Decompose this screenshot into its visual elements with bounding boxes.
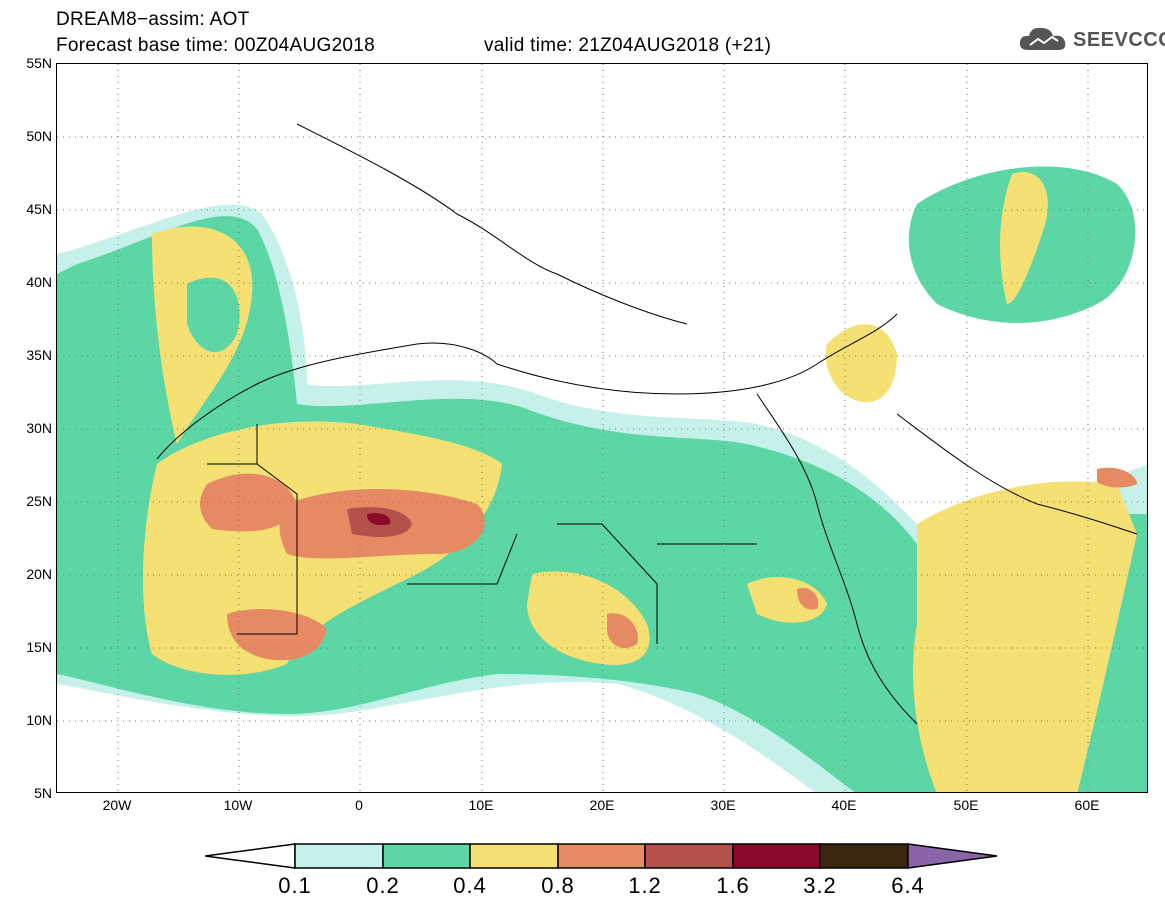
- lat-label: 55N: [26, 55, 52, 71]
- colorbar-label: 0.8: [541, 873, 575, 898]
- aot-map: [56, 63, 1148, 793]
- colorbar-swatch: [469, 843, 559, 869]
- lon-label: 60E: [1074, 797, 1100, 813]
- lat-label: 5N: [34, 785, 52, 801]
- colorbar-swatch: [294, 843, 384, 869]
- valid-time-label: valid time: 21Z04AUG2018 (+21): [484, 35, 772, 56]
- lat-label: 25N: [26, 493, 52, 509]
- colorbar-swatch: [557, 843, 646, 869]
- lon-label: 10E: [468, 797, 494, 813]
- lat-label: 45N: [26, 201, 52, 217]
- aot-contours: [57, 166, 1147, 792]
- lon-label: 30E: [710, 797, 736, 813]
- cloud-icon: [1019, 27, 1066, 50]
- seevccc-logo: SEEVCCC: [1018, 24, 1165, 54]
- country-boundaries: [156, 123, 1138, 725]
- title-line-1: DREAM8−assim: AOT: [56, 9, 250, 30]
- colorbar-label: 3.2: [803, 873, 837, 898]
- colorbar-over-arrow: [907, 843, 998, 869]
- lat-label: 40N: [26, 274, 52, 290]
- lon-label: 50E: [953, 797, 979, 813]
- lat-label: 50N: [26, 128, 52, 144]
- base-time-label: Forecast base time: 00Z04AUG2018: [56, 35, 376, 56]
- lat-label: 35N: [26, 347, 52, 363]
- lon-label: 20E: [589, 797, 615, 813]
- lat-label: 20N: [26, 566, 52, 582]
- lon-label: 20W: [102, 797, 132, 813]
- colorbar-label: 0.4: [453, 873, 487, 898]
- logo-text: SEEVCCC: [1073, 29, 1165, 51]
- graticule: [57, 64, 1147, 792]
- lon-label: 40E: [831, 797, 857, 813]
- colorbar-swatch: [732, 843, 821, 869]
- lon-label: 0: [355, 797, 363, 813]
- lon-label: 10W: [223, 797, 253, 813]
- colorbar-label: 1.6: [716, 873, 750, 898]
- colorbar: [205, 843, 998, 869]
- lat-label: 15N: [26, 639, 52, 655]
- colorbar-label: 6.4: [891, 873, 925, 898]
- colorbar-swatch: [382, 843, 471, 869]
- lat-label: 30N: [26, 420, 52, 436]
- colorbar-under-arrow: [205, 843, 296, 869]
- colorbar-label: 0.2: [366, 873, 400, 898]
- colorbar-swatch: [819, 843, 909, 869]
- colorbar-label: 0.1: [278, 873, 312, 898]
- colorbar-swatch: [644, 843, 734, 869]
- lat-label: 10N: [26, 712, 52, 728]
- colorbar-label: 1.2: [628, 873, 662, 898]
